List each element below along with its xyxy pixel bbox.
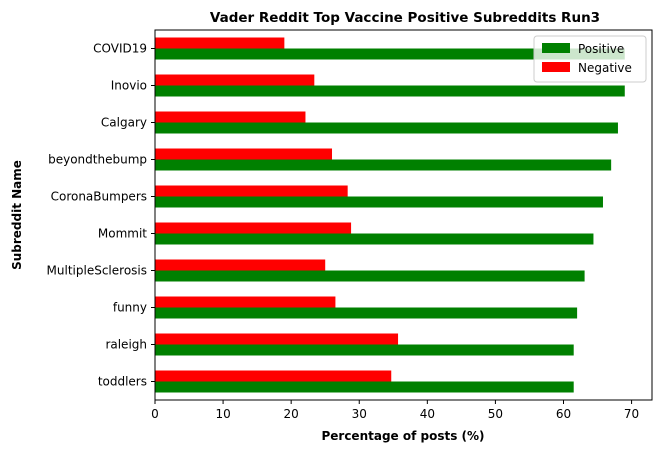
y-tick-label: COVID19 bbox=[93, 42, 147, 56]
legend-swatch-negative bbox=[542, 62, 570, 72]
x-tick-label: 30 bbox=[352, 407, 367, 421]
bar-positive-COVID19 bbox=[155, 48, 625, 60]
x-tick-label: 50 bbox=[488, 407, 503, 421]
bar-positive-Calgary bbox=[155, 122, 618, 134]
bar-negative-funny bbox=[155, 296, 336, 308]
y-tick-label: funny bbox=[113, 301, 147, 315]
x-axis: 0 10 20 30 40 50 60 70 bbox=[151, 400, 639, 421]
x-tick-label: 40 bbox=[420, 407, 435, 421]
legend-label-negative: Negative bbox=[578, 61, 632, 75]
bar-negative-Mommit bbox=[155, 222, 352, 234]
y-tick-label: CoronaBumpers bbox=[51, 190, 147, 204]
bar-positive-beyondthebump bbox=[155, 159, 612, 171]
bar-negative-Inovio bbox=[155, 74, 315, 86]
y-tick-label: MultipleSclerosis bbox=[47, 264, 147, 278]
x-tick-label: 70 bbox=[624, 407, 639, 421]
y-tick-label: Inovio bbox=[111, 79, 147, 93]
y-tick-label: Mommit bbox=[98, 227, 147, 241]
bar-negative-Calgary bbox=[155, 111, 306, 123]
y-tick-label: beyondthebump bbox=[48, 153, 147, 167]
plot-frame bbox=[154, 29, 653, 401]
bars-layer bbox=[155, 37, 625, 393]
legend-swatch-positive bbox=[542, 43, 570, 53]
x-axis-label: Percentage of posts (%) bbox=[321, 429, 484, 443]
bar-positive-raleigh bbox=[155, 344, 574, 356]
legend-label-positive: Positive bbox=[578, 42, 624, 56]
bar-positive-Inovio bbox=[155, 85, 625, 97]
y-axis-label: Subreddit Name bbox=[10, 160, 24, 270]
x-tick-label: 60 bbox=[556, 407, 571, 421]
bar-positive-MultipleSclerosis bbox=[155, 270, 585, 282]
bar-negative-raleigh bbox=[155, 333, 399, 345]
y-axis: COVID19 Inovio Calgary beyondthebump CoronaB… bbox=[47, 42, 155, 389]
x-tick-label: 10 bbox=[215, 407, 230, 421]
bar-negative-CoronaBumpers bbox=[155, 185, 348, 197]
bar-negative-MultipleSclerosis bbox=[155, 259, 326, 271]
bar-negative-COVID19 bbox=[155, 37, 285, 49]
y-tick-label: Calgary bbox=[101, 116, 147, 130]
bar-positive-Mommit bbox=[155, 233, 594, 245]
legend: Positive Negative bbox=[533, 35, 647, 83]
x-tick-label: 0 bbox=[151, 407, 159, 421]
y-tick-label: raleigh bbox=[105, 338, 147, 352]
bar-positive-toddlers bbox=[155, 381, 574, 393]
x-tick-label: 20 bbox=[284, 407, 299, 421]
chart-title: Vader Reddit Top Vaccine Positive Subred… bbox=[210, 10, 600, 26]
bar-positive-CoronaBumpers bbox=[155, 196, 603, 208]
bar-negative-toddlers bbox=[155, 370, 392, 382]
bar-positive-funny bbox=[155, 307, 578, 319]
y-tick-label: toddlers bbox=[98, 375, 147, 389]
bar-negative-beyondthebump bbox=[155, 148, 333, 160]
